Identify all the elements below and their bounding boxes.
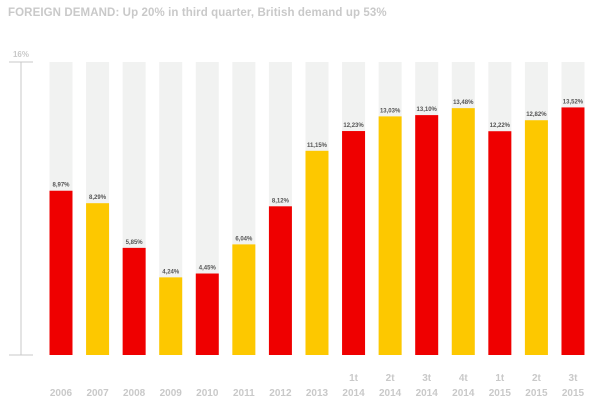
bar — [561, 107, 585, 355]
value-label: 8,97% — [52, 183, 70, 189]
value-label: 13,10% — [417, 107, 438, 113]
bar — [451, 108, 475, 356]
x-tick-label-year: 2009 — [160, 388, 183, 399]
x-tick-label-year: 2007 — [86, 388, 109, 399]
value-label: 13,52% — [563, 99, 584, 105]
x-tick-label-quarter: 3t — [422, 373, 432, 384]
x-tick-label-year: 2006 — [50, 388, 73, 399]
x-tick-label-quarter: 2t — [386, 373, 396, 384]
bar — [268, 206, 292, 355]
bar — [524, 120, 548, 355]
value-label: 8,29% — [89, 195, 107, 201]
x-tick-label-year: 2012 — [269, 388, 292, 399]
x-tick-label-year: 2014 — [416, 388, 439, 399]
x-tick-label-quarter: 1t — [495, 373, 505, 384]
y-tick-label: 16% — [13, 50, 29, 59]
chart-title: FOREIGN DEMAND: Up 20% in third quarter,… — [8, 7, 387, 19]
x-tick-label-year: 2013 — [306, 388, 329, 399]
x-tick-label-quarter: 1t — [349, 373, 359, 384]
x-tick-label-year: 2014 — [379, 388, 402, 399]
bar — [232, 244, 256, 355]
value-label: 13,48% — [453, 100, 474, 106]
bar — [122, 247, 146, 355]
x-tick-label-year: 2015 — [489, 388, 512, 399]
value-label: 12,23% — [343, 123, 364, 129]
bar — [86, 203, 110, 355]
value-label: 5,85% — [126, 240, 144, 246]
value-label: 13,03% — [380, 108, 401, 114]
value-label: 6,04% — [235, 236, 253, 242]
value-label: 8,12% — [272, 198, 290, 204]
y-axis: 16% — [9, 50, 33, 356]
bar — [195, 273, 219, 355]
bar — [305, 150, 329, 355]
x-tick-label-year: 2015 — [525, 388, 548, 399]
value-label: 12,82% — [526, 112, 547, 118]
value-labels: 8,97% 8,29% 5,85% 4,24% 4,45% 6,04% 8,12% 11,15… — [52, 99, 583, 275]
x-tick-label-year: 2010 — [196, 388, 219, 399]
bar — [415, 115, 439, 355]
value-label: 12,22% — [490, 123, 511, 129]
x-tick-label-quarter: 3t — [569, 373, 579, 384]
x-tick-label-year: 2011 — [233, 388, 255, 399]
bar — [49, 190, 73, 355]
x-tick-label-year: 2014 — [452, 388, 475, 399]
x-tick-label-quarter: 2t — [532, 373, 542, 384]
bar — [342, 131, 366, 355]
x-axis-labels: 2006 2007 2008 2009 2010 2011 2012 2013 1t 2014 2t… — [50, 373, 585, 399]
bar — [159, 277, 183, 355]
x-tick-label-quarter: 4t — [459, 373, 469, 384]
x-tick-label-year: 2015 — [562, 388, 585, 399]
value-label: 11,15% — [307, 143, 328, 149]
x-tick-label-year: 2014 — [342, 388, 365, 399]
data-bars — [49, 107, 585, 356]
x-tick-label-year: 2008 — [123, 388, 146, 399]
value-label: 4,24% — [162, 269, 180, 275]
value-label: 4,45% — [199, 266, 217, 272]
bar — [488, 131, 512, 355]
bar — [378, 116, 402, 355]
